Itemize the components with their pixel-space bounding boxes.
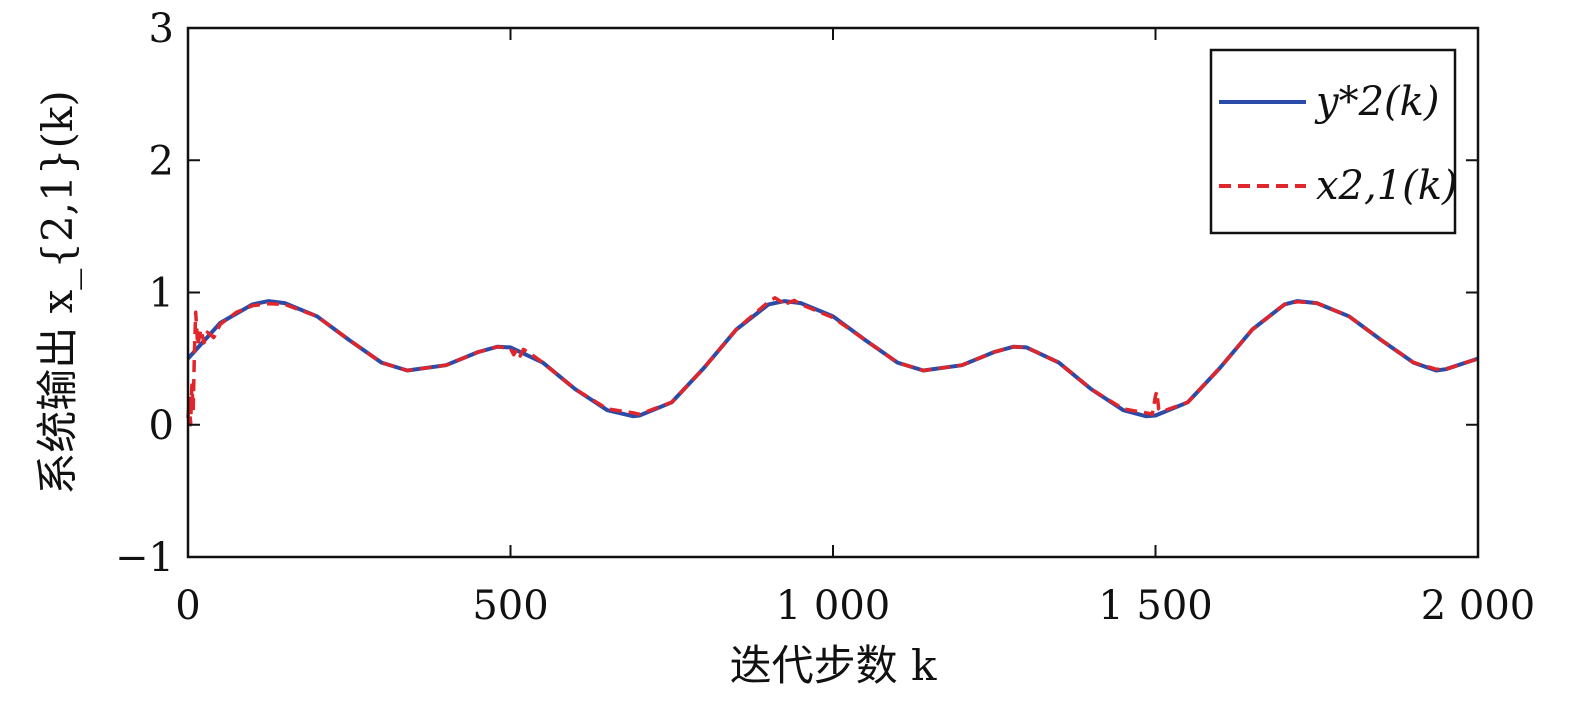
x-axis-label-text: 迭代步数 k xyxy=(730,641,937,690)
y-axis-label-text: 系统输出 x_{2,1}(k) xyxy=(33,90,82,495)
x-tick-label: 1 500 xyxy=(1098,583,1213,629)
legend-label-target: y*2(k) xyxy=(1314,79,1440,125)
legend-box xyxy=(1209,48,1457,235)
x-tick-label: 0 xyxy=(175,583,200,629)
series-line-1 xyxy=(186,296,1479,427)
legend-label-output: x2,1(k) xyxy=(1316,163,1458,209)
plot-lines xyxy=(186,296,1479,427)
y-tick-label: 3 xyxy=(149,6,174,52)
x-tick-label: 500 xyxy=(472,583,548,629)
y-tick-label: −1 xyxy=(115,535,174,581)
y-tick-label: 2 xyxy=(149,138,174,184)
x-axis-label: 迭代步数 k xyxy=(730,641,937,690)
x-tick-label: 1 000 xyxy=(776,583,891,629)
axis-ticks xyxy=(187,27,1479,558)
y-tick-label: 0 xyxy=(149,403,174,449)
x-tick-label: 2 000 xyxy=(1421,583,1536,629)
y-axis-label: 系统输出 x_{2,1}(k) xyxy=(33,90,82,495)
y-tick-label: 1 xyxy=(149,271,174,317)
legend: y*2(k) x2,1(k) xyxy=(1209,48,1458,235)
series-line-0 xyxy=(186,299,1479,419)
